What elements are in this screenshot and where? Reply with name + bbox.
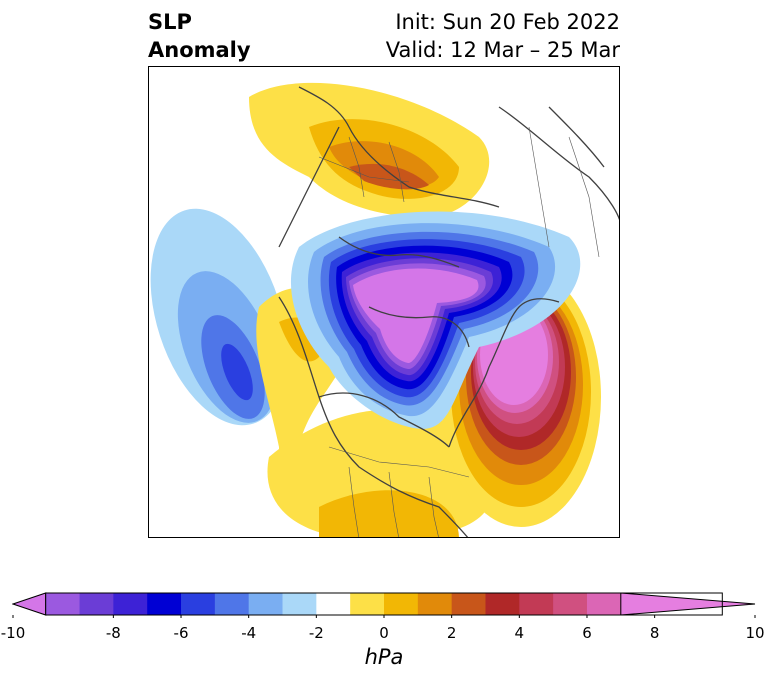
- colorbar-tick-label: 0: [379, 624, 389, 642]
- colorbar-segment: [214, 593, 250, 615]
- negative-anomaly-arctic: [290, 211, 581, 429]
- colorbar-segment: [384, 593, 419, 615]
- colorbar-segment: [553, 593, 588, 615]
- title-line-1: SLP: [148, 10, 192, 34]
- positive-anomaly-europe: [249, 82, 490, 219]
- colorbar-tick-label: -2: [308, 624, 324, 642]
- colorbar-segment: [519, 593, 554, 615]
- colorbar-segment: [586, 593, 622, 615]
- colorbar-segment: [248, 593, 284, 615]
- colorbar-tick-label: 4: [514, 624, 525, 642]
- colorbar-unit: hPa: [364, 645, 404, 669]
- colorbar-tick-label: 2: [446, 624, 457, 642]
- colorbar-extension-low: [12, 592, 47, 616]
- colorbar-segment: [451, 593, 486, 615]
- colorbar-tick-label: -8: [105, 624, 121, 642]
- colorbar-tick-label: -10: [0, 624, 26, 642]
- map-title: SLP Anomaly: [148, 8, 251, 64]
- colorbar-segment: [282, 593, 317, 615]
- map-canvas: [150, 82, 619, 537]
- colorbar-tick-label: 8: [649, 624, 660, 642]
- colorbar-tick-label: 10: [745, 624, 765, 642]
- date-info: Init: Sun 20 Feb 2022 Valid: 12 Mar – 25…: [386, 8, 620, 64]
- colorbar-extension-high: [620, 592, 756, 616]
- borders: [318, 126, 600, 537]
- anomaly-map: [148, 66, 620, 538]
- colorbar: [12, 592, 756, 618]
- colorbar-tick-label: -4: [241, 624, 257, 642]
- colorbar-segment: [417, 593, 453, 615]
- colorbar-segment: [316, 593, 351, 615]
- colorbar-segment: [181, 593, 216, 615]
- colorbar-tick-label: -6: [173, 624, 189, 642]
- colorbar-segment: [147, 593, 182, 615]
- colorbar-segments: [12, 592, 756, 616]
- colorbar-segment: [113, 593, 148, 615]
- valid-range: Valid: 12 Mar – 25 Mar: [385, 38, 620, 62]
- colorbar-segment: [45, 593, 81, 615]
- colorbar-outline: [45, 592, 723, 616]
- coastlines: [278, 86, 619, 537]
- negative-anomaly-pacific: [150, 208, 288, 426]
- colorbar-segment: [350, 593, 385, 615]
- colorbar-segment: [79, 593, 114, 615]
- title-line-2: Anomaly: [148, 38, 251, 62]
- colorbar-tick-label: 6: [582, 624, 592, 642]
- init-date: Init: Sun 20 Feb 2022: [395, 10, 620, 34]
- colorbar-segment: [485, 593, 520, 615]
